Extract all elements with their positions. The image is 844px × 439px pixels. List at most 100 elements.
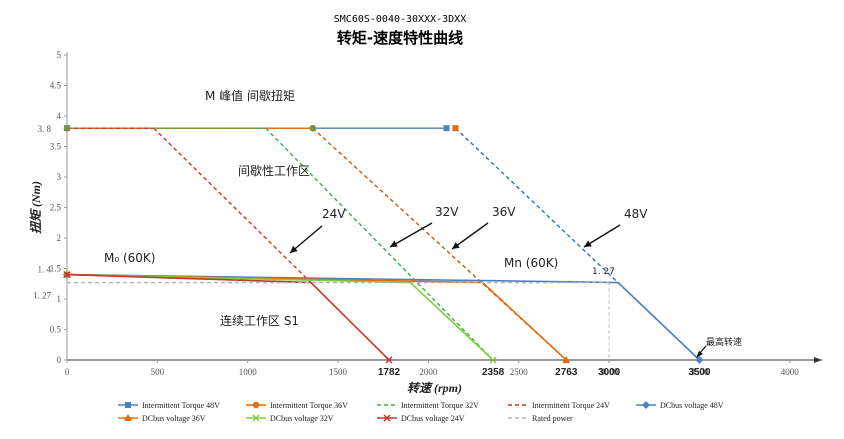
legend-item: Intermittent Torque 48V bbox=[118, 401, 220, 410]
x-tick-label: 500 bbox=[151, 367, 165, 377]
legend: Intermittent Torque 48V Intermittent Torq… bbox=[118, 401, 724, 423]
x-tick-label: 2000 bbox=[419, 367, 438, 377]
y-tick-label: 3 bbox=[57, 172, 62, 182]
y-tick-label: 0 bbox=[57, 355, 62, 365]
voltage-label-v36: 36V bbox=[492, 205, 516, 219]
legend-marker bbox=[124, 414, 132, 421]
y-tick-label: 5 bbox=[57, 50, 62, 60]
annotation-max-speed: 最高转速 bbox=[706, 336, 742, 348]
annotation-mn: Mn (60K) bbox=[504, 256, 558, 270]
corner-marker-48v bbox=[452, 125, 459, 132]
annotation-continuous-zone: 连续工作区 S1 bbox=[220, 313, 299, 328]
y-tick-label: 3.5 bbox=[50, 142, 62, 152]
x-marker-label: 3000 bbox=[598, 367, 621, 378]
annotation-intermittent-zone: 间歇性工作区 bbox=[238, 164, 310, 178]
series-point-7 bbox=[63, 271, 71, 279]
x-marker-label: 2358 bbox=[482, 367, 505, 378]
y-tick-label: 2 bbox=[57, 233, 62, 243]
legend-marker-b bbox=[252, 414, 260, 422]
legend-item: DCbus voltage 36V bbox=[118, 414, 206, 423]
legend-label: DCbus voltage 48V bbox=[660, 401, 724, 410]
series-line-7 bbox=[66, 273, 390, 361]
x-tick-label: 2500 bbox=[510, 367, 529, 377]
y-tick-label: 4 bbox=[57, 111, 62, 121]
voltage-arrowhead-v48 bbox=[584, 240, 592, 247]
chart-model-label: SMC60S-0040-30XXX-3DXX bbox=[334, 14, 466, 25]
annotation-mn-value: 1. 27 bbox=[592, 267, 615, 277]
y-axis-label: 扭矩 (Nm) bbox=[29, 181, 43, 234]
series-point-7-b bbox=[385, 356, 393, 364]
series-point-7-b bbox=[63, 271, 71, 279]
y-tick-label: 0.5 bbox=[50, 325, 62, 335]
series-point-7 bbox=[385, 356, 393, 364]
legend-marker bbox=[252, 401, 260, 409]
x-tick-label: 3000 bbox=[600, 367, 619, 377]
legend-label: DCbus voltage 32V bbox=[270, 414, 334, 423]
legend-item: DCbus voltage 32V bbox=[246, 414, 334, 423]
y-marker-label: 1. 4 bbox=[38, 265, 52, 275]
x-marker-label: 2763 bbox=[555, 367, 578, 378]
legend-marker bbox=[642, 401, 650, 409]
legend-item: DCbus voltage 48V bbox=[636, 401, 724, 410]
legend-label: Intermittent Torque 24V bbox=[532, 401, 610, 410]
legend-label: Intermittent Torque 36V bbox=[270, 401, 348, 410]
y-marker-label: 1. 27 bbox=[33, 291, 52, 301]
legend-item: DCbus voltage 24V bbox=[377, 414, 465, 423]
annotation-peak-zone: M 峰值 间歇扭矩 bbox=[205, 88, 295, 103]
decline-line-3 bbox=[153, 127, 312, 284]
legend-label: Intermittent Torque 32V bbox=[401, 401, 479, 410]
y-marker-label: 3. 8 bbox=[38, 124, 52, 134]
voltage-label-v48: 48V bbox=[624, 207, 648, 221]
voltage-arrowhead-v24 bbox=[290, 245, 298, 253]
x-axis-arrow bbox=[814, 357, 822, 363]
x-marker-label: 3500 bbox=[688, 367, 711, 378]
legend-label: DCbus voltage 36V bbox=[142, 414, 206, 423]
chart-title: 转矩-速度特性曲线 bbox=[337, 29, 463, 47]
legend-label: Intermittent Torque 48V bbox=[142, 401, 220, 410]
corner-marker-36v bbox=[309, 125, 316, 132]
series-layer bbox=[63, 125, 704, 364]
y-tick-label: 1.5 bbox=[50, 264, 62, 274]
x-marker-label: 1782 bbox=[378, 367, 401, 378]
voltage-label-v24: 24V bbox=[322, 207, 346, 221]
voltage-arrow-v48 bbox=[583, 224, 621, 248]
axes: 0 0.5 1 1.5 2 2.5 3 3.5 4 4.5 5 0 500 1000 1500 2000 250… bbox=[29, 50, 822, 395]
legend-marker-b bbox=[383, 414, 391, 422]
series-point-4 bbox=[695, 356, 704, 364]
x-tick-label: 3500 bbox=[690, 367, 709, 377]
decline-line-2 bbox=[265, 127, 494, 361]
series-line-4 bbox=[66, 273, 701, 361]
voltage-arrowhead-v36 bbox=[452, 242, 460, 249]
y-tick-label: 2.5 bbox=[50, 203, 62, 213]
legend-label: Rated power bbox=[532, 414, 573, 423]
legend-item: Intermittent Torque 36V bbox=[246, 401, 348, 410]
x-tick-label: 1000 bbox=[239, 367, 258, 377]
legend-item: Rated power bbox=[508, 414, 573, 423]
max-speed-arrowhead bbox=[696, 351, 703, 358]
legend-marker bbox=[125, 402, 131, 408]
annotation-m0: M₀ (60K) bbox=[104, 251, 155, 265]
series-point-5 bbox=[562, 356, 571, 363]
voltage-arrow-v32 bbox=[389, 222, 433, 248]
decline-line-1 bbox=[312, 127, 567, 361]
y-tick-label: 1 bbox=[57, 294, 62, 304]
legend-item: Intermittent Torque 24V bbox=[508, 401, 610, 410]
series-point-6 bbox=[489, 356, 497, 364]
x-tick-label: 4000 bbox=[781, 367, 800, 377]
series-point-6-b bbox=[489, 356, 497, 364]
legend-marker bbox=[383, 414, 391, 422]
voltage-arrowhead-v32 bbox=[390, 240, 398, 247]
voltage-arrow-v36 bbox=[451, 222, 489, 250]
x-axis-label: 转速 (rpm) bbox=[407, 381, 462, 395]
x-tick-label: 0 bbox=[65, 367, 70, 377]
x-tick-label: 1500 bbox=[329, 367, 348, 377]
y-tick-label: 4.5 bbox=[50, 81, 62, 91]
legend-label: DCbus voltage 24V bbox=[401, 414, 465, 423]
legend-item: Intermittent Torque 32V bbox=[377, 401, 479, 410]
voltage-label-v32: 32V bbox=[435, 205, 459, 219]
series-point-0 bbox=[443, 125, 450, 132]
origin-marker-36v bbox=[63, 125, 71, 132]
legend-marker bbox=[252, 414, 260, 422]
